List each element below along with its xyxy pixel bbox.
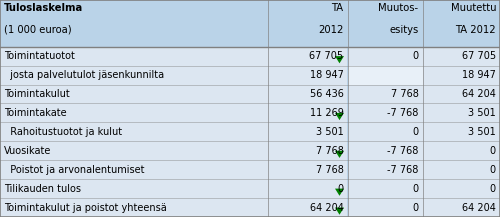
Text: 7 768: 7 768 <box>390 89 418 99</box>
Text: 0: 0 <box>412 184 418 194</box>
Text: 0: 0 <box>490 165 496 175</box>
Bar <box>268 179 347 198</box>
Text: Toimintakate: Toimintakate <box>4 108 66 118</box>
Text: -7 768: -7 768 <box>387 146 418 156</box>
Text: 18 947: 18 947 <box>462 70 496 80</box>
Bar <box>0 84 268 104</box>
Text: -7 768: -7 768 <box>387 165 418 175</box>
Text: Muutettu: Muutettu <box>450 3 496 13</box>
Bar <box>422 104 500 122</box>
Text: 0: 0 <box>412 127 418 137</box>
Bar <box>268 84 347 104</box>
Text: esitys: esitys <box>389 25 418 35</box>
Bar <box>422 141 500 160</box>
Text: 3 501: 3 501 <box>468 127 496 137</box>
Text: Muutos-: Muutos- <box>378 3 418 13</box>
Bar <box>268 104 347 122</box>
Bar <box>348 198 422 217</box>
Text: (1 000 euroa): (1 000 euroa) <box>4 25 71 35</box>
Text: Poistot ja arvonalentumiset: Poistot ja arvonalentumiset <box>4 165 144 175</box>
Bar <box>0 104 268 122</box>
Text: Vuosikate: Vuosikate <box>4 146 52 156</box>
Text: Rahoitustuotot ja kulut: Rahoitustuotot ja kulut <box>4 127 122 137</box>
Polygon shape <box>335 113 344 120</box>
Bar <box>348 160 422 179</box>
Polygon shape <box>335 207 344 215</box>
Text: 0: 0 <box>490 146 496 156</box>
Text: Tuloslaskelma: Tuloslaskelma <box>4 3 83 13</box>
Bar <box>348 84 422 104</box>
Text: 7 768: 7 768 <box>316 165 344 175</box>
Text: 3 501: 3 501 <box>316 127 344 137</box>
Bar <box>268 198 347 217</box>
Text: 67 705: 67 705 <box>310 51 344 61</box>
Text: TA: TA <box>332 3 344 13</box>
Text: 64 204: 64 204 <box>462 202 496 212</box>
Text: 18 947: 18 947 <box>310 70 344 80</box>
Polygon shape <box>335 189 344 196</box>
Bar <box>422 179 500 198</box>
Text: 0: 0 <box>338 184 344 194</box>
Bar <box>348 66 422 84</box>
Text: 2012: 2012 <box>318 25 344 35</box>
Bar <box>0 47 268 66</box>
Bar <box>422 198 500 217</box>
Bar <box>348 47 422 66</box>
Text: 3 501: 3 501 <box>468 108 496 118</box>
Text: Toimintatuotot: Toimintatuotot <box>4 51 75 61</box>
Text: 0: 0 <box>412 202 418 212</box>
Bar <box>0 160 268 179</box>
Text: josta palvelutulot jäsenkunnilta: josta palvelutulot jäsenkunnilta <box>4 70 164 80</box>
Text: Toimintakulut: Toimintakulut <box>4 89 70 99</box>
Bar <box>268 66 347 84</box>
Bar <box>422 122 500 141</box>
Bar <box>0 179 268 198</box>
Bar <box>268 122 347 141</box>
Text: 0: 0 <box>490 184 496 194</box>
Text: 0: 0 <box>412 51 418 61</box>
Text: Tilikauden tulos: Tilikauden tulos <box>4 184 81 194</box>
Bar <box>348 104 422 122</box>
Text: 7 768: 7 768 <box>316 146 344 156</box>
Bar <box>422 47 500 66</box>
Bar <box>348 141 422 160</box>
Bar <box>0 66 268 84</box>
Text: TA 2012: TA 2012 <box>456 25 496 35</box>
Text: Toimintakulut ja poistot yhteensä: Toimintakulut ja poistot yhteensä <box>4 202 167 212</box>
Bar <box>348 179 422 198</box>
Polygon shape <box>335 151 344 158</box>
Polygon shape <box>335 56 344 63</box>
Bar <box>422 84 500 104</box>
Bar <box>0 122 268 141</box>
Bar <box>268 47 347 66</box>
Bar <box>0 198 268 217</box>
Text: 56 436: 56 436 <box>310 89 344 99</box>
Bar <box>268 141 347 160</box>
Bar <box>348 122 422 141</box>
Text: 11 269: 11 269 <box>310 108 344 118</box>
Text: 67 705: 67 705 <box>462 51 496 61</box>
Bar <box>422 160 500 179</box>
Bar <box>0 141 268 160</box>
Text: 64 204: 64 204 <box>462 89 496 99</box>
Text: 64 204: 64 204 <box>310 202 344 212</box>
Bar <box>268 160 347 179</box>
Text: -7 768: -7 768 <box>387 108 418 118</box>
Bar <box>422 66 500 84</box>
Bar <box>0 0 500 47</box>
